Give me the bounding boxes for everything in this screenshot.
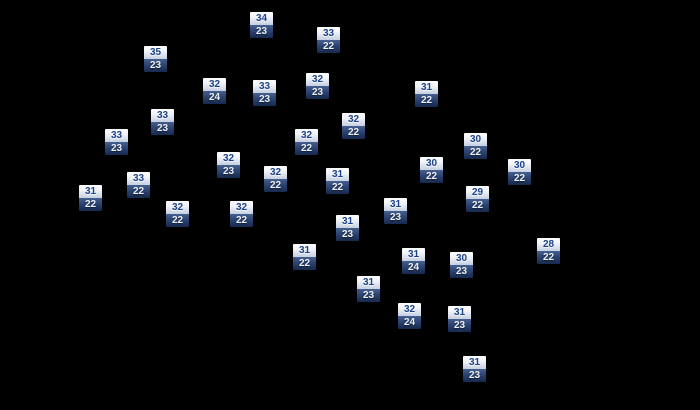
temp-marker[interactable]: 33 23	[151, 109, 174, 135]
low-temp-label: 22	[420, 170, 443, 183]
high-temp-label: 33	[105, 129, 128, 142]
high-temp-label: 33	[253, 80, 276, 93]
high-temp-label: 32	[306, 73, 329, 86]
low-temp-label: 22	[415, 94, 438, 107]
temp-marker[interactable]: 31 22	[415, 81, 438, 107]
high-temp-label: 31	[326, 168, 349, 181]
low-temp-label: 23	[306, 86, 329, 99]
high-temp-label: 30	[420, 157, 443, 170]
low-temp-label: 23	[448, 319, 471, 332]
low-temp-label: 24	[402, 261, 425, 274]
high-temp-label: 34	[250, 12, 273, 25]
temp-marker[interactable]: 32 22	[342, 113, 365, 139]
low-temp-label: 22	[466, 199, 489, 212]
low-temp-label: 22	[464, 146, 487, 159]
low-temp-label: 22	[79, 198, 102, 211]
high-temp-label: 31	[415, 81, 438, 94]
temp-marker[interactable]: 31 23	[448, 306, 471, 332]
temp-marker[interactable]: 32 22	[264, 166, 287, 192]
temp-marker[interactable]: 30 22	[420, 157, 443, 183]
low-temp-label: 22	[508, 172, 531, 185]
high-temp-label: 31	[384, 198, 407, 211]
low-temp-label: 22	[166, 214, 189, 227]
temp-marker[interactable]: 31 22	[293, 244, 316, 270]
low-temp-label: 23	[336, 228, 359, 241]
temp-marker[interactable]: 32 24	[203, 78, 226, 104]
low-temp-label: 22	[127, 185, 150, 198]
low-temp-label: 24	[203, 91, 226, 104]
temp-marker[interactable]: 32 22	[166, 201, 189, 227]
low-temp-label: 22	[264, 179, 287, 192]
low-temp-label: 22	[317, 40, 340, 53]
high-temp-label: 32	[217, 152, 240, 165]
low-temp-label: 23	[253, 93, 276, 106]
temp-marker[interactable]: 31 24	[402, 248, 425, 274]
low-temp-label: 23	[357, 289, 380, 302]
temp-marker[interactable]: 31 22	[79, 185, 102, 211]
low-temp-label: 22	[293, 257, 316, 270]
temp-marker[interactable]: 32 23	[306, 73, 329, 99]
low-temp-label: 23	[384, 211, 407, 224]
low-temp-label: 23	[217, 165, 240, 178]
temp-marker[interactable]: 32 22	[230, 201, 253, 227]
low-temp-label: 24	[398, 316, 421, 329]
low-temp-label: 23	[250, 25, 273, 38]
high-temp-label: 31	[402, 248, 425, 261]
high-temp-label: 32	[295, 129, 318, 142]
high-temp-label: 30	[464, 133, 487, 146]
temp-marker[interactable]: 31 23	[336, 215, 359, 241]
low-temp-label: 23	[463, 369, 486, 382]
high-temp-label: 31	[448, 306, 471, 319]
high-temp-label: 31	[79, 185, 102, 198]
high-temp-label: 32	[398, 303, 421, 316]
temp-marker[interactable]: 28 22	[537, 238, 560, 264]
temp-marker[interactable]: 35 23	[144, 46, 167, 72]
temp-marker[interactable]: 34 23	[250, 12, 273, 38]
temp-marker[interactable]: 29 22	[466, 186, 489, 212]
temp-marker[interactable]: 30 23	[450, 252, 473, 278]
temp-marker[interactable]: 30 22	[464, 133, 487, 159]
temp-marker[interactable]: 31 23	[463, 356, 486, 382]
temp-marker[interactable]: 31 23	[384, 198, 407, 224]
temp-marker[interactable]: 31 23	[357, 276, 380, 302]
high-temp-label: 32	[203, 78, 226, 91]
temp-marker[interactable]: 31 22	[326, 168, 349, 194]
high-temp-label: 32	[342, 113, 365, 126]
high-temp-label: 30	[508, 159, 531, 172]
high-temp-label: 28	[537, 238, 560, 251]
temp-marker[interactable]: 33 23	[253, 80, 276, 106]
high-temp-label: 33	[127, 172, 150, 185]
low-temp-label: 22	[342, 126, 365, 139]
temp-marker[interactable]: 33 22	[127, 172, 150, 198]
high-temp-label: 31	[336, 215, 359, 228]
high-temp-label: 32	[264, 166, 287, 179]
low-temp-label: 23	[105, 142, 128, 155]
high-temp-label: 33	[317, 27, 340, 40]
high-temp-label: 30	[450, 252, 473, 265]
low-temp-label: 23	[151, 122, 174, 135]
high-temp-label: 29	[466, 186, 489, 199]
temp-marker[interactable]: 33 22	[317, 27, 340, 53]
high-temp-label: 31	[463, 356, 486, 369]
high-temp-label: 32	[166, 201, 189, 214]
high-temp-label: 31	[357, 276, 380, 289]
temp-marker[interactable]: 32 23	[217, 152, 240, 178]
high-temp-label: 31	[293, 244, 316, 257]
low-temp-label: 22	[326, 181, 349, 194]
low-temp-label: 23	[450, 265, 473, 278]
temp-marker[interactable]: 32 24	[398, 303, 421, 329]
high-temp-label: 35	[144, 46, 167, 59]
high-temp-label: 32	[230, 201, 253, 214]
low-temp-label: 23	[144, 59, 167, 72]
low-temp-label: 22	[230, 214, 253, 227]
temp-marker[interactable]: 32 22	[295, 129, 318, 155]
low-temp-label: 22	[537, 251, 560, 264]
low-temp-label: 22	[295, 142, 318, 155]
high-temp-label: 33	[151, 109, 174, 122]
temp-marker[interactable]: 30 22	[508, 159, 531, 185]
temp-marker[interactable]: 33 23	[105, 129, 128, 155]
